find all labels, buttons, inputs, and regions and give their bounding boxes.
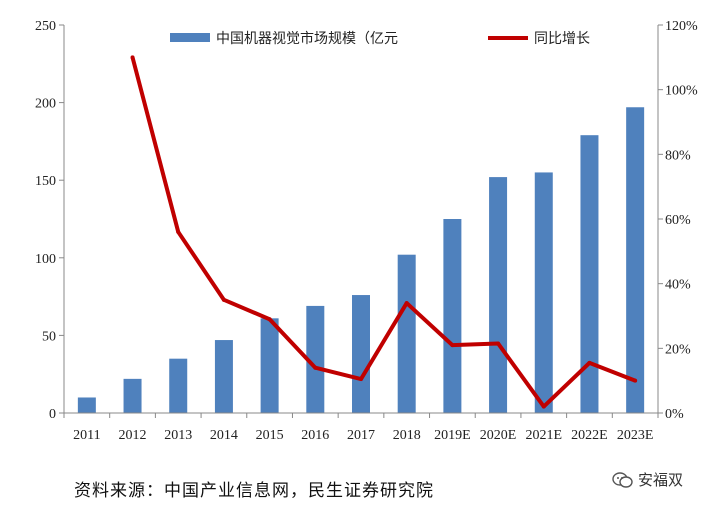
left-axis-ticks: 0 50 100 150 200 250 bbox=[35, 19, 64, 422]
bar-series bbox=[77, 107, 645, 414]
right-tick-label: 40% bbox=[665, 278, 691, 293]
line-series bbox=[130, 55, 638, 409]
growth-point bbox=[176, 229, 181, 234]
growth-point bbox=[359, 377, 363, 382]
growth-point bbox=[587, 360, 592, 365]
right-axis-ticks: 0% 20% 40% 60% 80% 100% 120% bbox=[658, 19, 698, 422]
bar bbox=[534, 172, 553, 413]
bar bbox=[397, 254, 416, 413]
right-tick-label: 120% bbox=[665, 19, 698, 34]
wechat-icon bbox=[612, 471, 633, 488]
right-tick-label: 100% bbox=[665, 84, 698, 99]
left-tick-label: 50 bbox=[42, 329, 56, 344]
bar bbox=[626, 107, 645, 414]
bar bbox=[352, 295, 370, 413]
growth-point bbox=[496, 341, 501, 346]
right-tick-label: 80% bbox=[665, 148, 691, 163]
left-tick-label: 200 bbox=[35, 97, 56, 112]
x-tick-label: 2014 bbox=[210, 428, 238, 443]
legend: 中国机器视觉市场规模（亿元 同比增长 bbox=[170, 30, 590, 47]
x-tick-label: 2020E bbox=[480, 428, 517, 443]
x-tick-label: 2013 bbox=[164, 428, 192, 443]
bar bbox=[214, 340, 233, 413]
growth-point bbox=[633, 378, 638, 383]
left-tick-label: 150 bbox=[35, 174, 56, 189]
growth-point bbox=[313, 365, 318, 370]
bar bbox=[169, 358, 188, 413]
watermark-text: 安福双 bbox=[638, 471, 684, 489]
x-tick-label: 2019E bbox=[434, 428, 471, 443]
bar bbox=[306, 305, 325, 413]
right-tick-label: 60% bbox=[665, 213, 691, 228]
x-tick-label: 2018 bbox=[393, 428, 421, 443]
growth-point bbox=[221, 297, 226, 302]
right-tick-label: 20% bbox=[665, 342, 691, 357]
growth-point bbox=[404, 301, 409, 306]
legend-line-label: 同比增长 bbox=[534, 31, 590, 47]
bar bbox=[123, 378, 142, 413]
bar bbox=[77, 397, 96, 413]
growth-point bbox=[130, 55, 135, 60]
x-tick-label: 2021E bbox=[525, 428, 562, 443]
growth-point bbox=[450, 343, 455, 348]
x-tick-label: 2022E bbox=[571, 428, 608, 443]
bar bbox=[443, 219, 462, 413]
growth-point bbox=[267, 317, 272, 322]
x-tick-label: 2017 bbox=[347, 428, 375, 443]
left-tick-label: 100 bbox=[35, 252, 56, 267]
x-tick-label: 2011 bbox=[73, 428, 100, 443]
x-tick-label: 2016 bbox=[301, 428, 329, 443]
x-tick-label: 2015 bbox=[256, 428, 284, 443]
right-tick-label: 0% bbox=[665, 407, 684, 422]
left-tick-label: 0 bbox=[49, 407, 56, 422]
x-axis-ticks: 2011 2012 2013 2014 2015 2016 2017 2018 2019E 202… bbox=[63, 413, 659, 443]
left-tick-label: 250 bbox=[35, 19, 56, 34]
legend-bar-label: 中国机器视觉市场规模（亿元 bbox=[216, 30, 398, 47]
x-tick-label: 2012 bbox=[119, 428, 147, 443]
watermark: 安福双 bbox=[612, 469, 683, 490]
bar bbox=[580, 135, 599, 413]
growth-line bbox=[130, 56, 636, 409]
bar bbox=[489, 177, 508, 413]
growth-point bbox=[541, 404, 546, 409]
source-note: 资料来源：中国产业信息网，民生证券研究院 bbox=[74, 481, 434, 501]
x-tick-label: 2023E bbox=[617, 428, 654, 443]
legend-bar-swatch bbox=[170, 33, 210, 42]
bar bbox=[260, 318, 279, 413]
